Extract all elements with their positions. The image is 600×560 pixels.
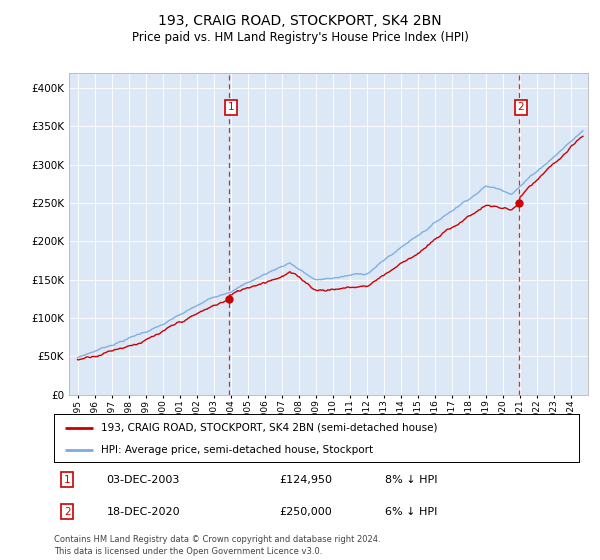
Text: 2: 2: [64, 507, 70, 517]
Text: Price paid vs. HM Land Registry's House Price Index (HPI): Price paid vs. HM Land Registry's House …: [131, 31, 469, 44]
Text: HPI: Average price, semi-detached house, Stockport: HPI: Average price, semi-detached house,…: [101, 445, 373, 455]
Text: £250,000: £250,000: [280, 507, 332, 517]
Text: 18-DEC-2020: 18-DEC-2020: [107, 507, 180, 517]
Text: £124,950: £124,950: [280, 475, 333, 484]
Text: 03-DEC-2003: 03-DEC-2003: [107, 475, 180, 484]
Text: 6% ↓ HPI: 6% ↓ HPI: [385, 507, 437, 517]
Text: 8% ↓ HPI: 8% ↓ HPI: [385, 475, 437, 484]
Text: Contains HM Land Registry data © Crown copyright and database right 2024.
This d: Contains HM Land Registry data © Crown c…: [54, 535, 380, 556]
Text: 1: 1: [64, 475, 70, 484]
Text: 2: 2: [518, 102, 524, 113]
Text: 193, CRAIG ROAD, STOCKPORT, SK4 2BN (semi-detached house): 193, CRAIG ROAD, STOCKPORT, SK4 2BN (sem…: [101, 423, 438, 433]
Text: 193, CRAIG ROAD, STOCKPORT, SK4 2BN: 193, CRAIG ROAD, STOCKPORT, SK4 2BN: [158, 14, 442, 28]
Text: 1: 1: [227, 102, 235, 113]
